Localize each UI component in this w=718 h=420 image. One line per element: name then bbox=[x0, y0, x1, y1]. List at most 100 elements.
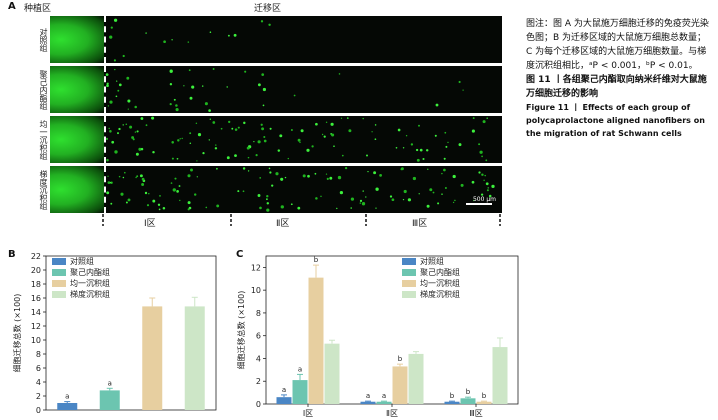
cell-dot bbox=[426, 204, 430, 208]
cell-dot bbox=[418, 193, 420, 195]
caption-title-en: Figure 11 丨 Effects of each group of pol… bbox=[526, 103, 705, 138]
cell-dot bbox=[209, 118, 211, 120]
cell-dot bbox=[176, 157, 179, 160]
cell-dot bbox=[117, 132, 119, 135]
cell-dot bbox=[359, 199, 363, 203]
cell-dot bbox=[106, 191, 110, 195]
legend-label: 梯度沉积组 bbox=[420, 289, 460, 299]
cell-dot bbox=[105, 137, 109, 140]
cell-dot bbox=[204, 102, 208, 106]
cell-dot bbox=[484, 174, 486, 177]
cell-dot bbox=[488, 194, 492, 198]
cell-dot bbox=[140, 117, 144, 120]
cell-dot bbox=[418, 124, 420, 127]
cell-dot bbox=[365, 196, 367, 198]
cell-dot bbox=[444, 187, 447, 189]
cell-dot bbox=[181, 137, 183, 140]
cell-dot bbox=[458, 80, 461, 84]
significance-label: b bbox=[314, 256, 319, 264]
cell-dot bbox=[226, 86, 228, 88]
cell-dot bbox=[129, 125, 133, 129]
cell-dot bbox=[201, 85, 204, 87]
cell-dot bbox=[109, 130, 112, 133]
cell-dot bbox=[483, 179, 485, 182]
y-tick-label: 22 bbox=[31, 252, 41, 261]
cell-dot bbox=[110, 202, 113, 205]
cell-dot bbox=[454, 199, 456, 202]
cell-dot bbox=[412, 176, 417, 181]
cell-dot bbox=[486, 189, 489, 192]
figure-caption: 图注：图 A 为大鼠施万细胞迁移的免疫荧光染色图；B 为迁移区域的大鼠施万细胞总… bbox=[526, 17, 712, 140]
caption-note: 图注：图 A 为大鼠施万细胞迁移的免疫荧光染色图；B 为迁移区域的大鼠施万细胞总… bbox=[526, 19, 709, 71]
cell-dot bbox=[350, 197, 355, 201]
cell-dot bbox=[108, 127, 110, 130]
cell-dot bbox=[242, 190, 245, 193]
cell-dot bbox=[141, 183, 145, 186]
cell-dot bbox=[395, 146, 398, 149]
cell-dot bbox=[162, 207, 166, 210]
cell-dot bbox=[479, 150, 483, 154]
cell-dot bbox=[118, 127, 121, 131]
cell-dot bbox=[432, 191, 435, 194]
cell-dot bbox=[134, 105, 137, 109]
cell-dot bbox=[216, 204, 220, 208]
bar bbox=[444, 401, 460, 404]
cell-dot bbox=[447, 141, 449, 144]
row-label-pcl: 聚己内酯组 bbox=[39, 69, 48, 110]
cell-dot bbox=[362, 190, 364, 192]
y-tick-label: 6 bbox=[256, 332, 261, 341]
cell-dot bbox=[135, 152, 139, 156]
y-tick-label: 12 bbox=[31, 322, 41, 331]
cell-dot bbox=[197, 133, 202, 137]
cell-dot bbox=[134, 131, 137, 133]
cell-dot bbox=[415, 148, 419, 152]
cell-dot bbox=[231, 127, 234, 130]
y-tick-label: 6 bbox=[36, 364, 41, 373]
cell-dot bbox=[410, 143, 414, 146]
cell-dot bbox=[481, 173, 484, 176]
region-brackets bbox=[102, 214, 501, 226]
cell-dot bbox=[293, 94, 296, 97]
chart-c: 0 2 4 6 8 10 12 细胞迁移总数 (×100) Ⅰ区 a a b Ⅱ区 a a b Ⅲ区 b b b 对照组… bbox=[236, 255, 519, 418]
y-tick-label: 8 bbox=[36, 350, 41, 359]
cell-dot bbox=[269, 127, 272, 130]
cell-dot bbox=[216, 167, 218, 170]
significance-label: a bbox=[65, 393, 69, 401]
cell-dot bbox=[389, 195, 393, 198]
x-tick-label: Ⅱ区 bbox=[386, 409, 398, 418]
row-label-gradient: 梯度沉积组 bbox=[39, 169, 48, 210]
row-label-control: 对照组 bbox=[39, 27, 48, 52]
figure-a: A 种植区 迁移区 对照组 聚己内酯组 均一沉积组 梯度沉积组 500 μm Ⅰ… bbox=[8, 0, 502, 240]
significance-label: a bbox=[366, 392, 370, 400]
x-tick-label: Ⅲ区 bbox=[469, 409, 483, 418]
fluorescence-strip-uniform bbox=[50, 116, 502, 163]
y-tick-label: 2 bbox=[36, 392, 41, 401]
cell-dot bbox=[391, 198, 395, 202]
cell-dot bbox=[416, 158, 420, 162]
row-label-uniform: 均一沉积组 bbox=[39, 119, 48, 160]
cell-dot bbox=[485, 159, 488, 162]
legend-label: 对照组 bbox=[420, 256, 444, 266]
panel-label-b: B bbox=[8, 249, 16, 260]
cell-dot bbox=[139, 174, 143, 178]
cell-dot bbox=[163, 40, 166, 44]
cell-dot bbox=[127, 99, 131, 103]
cell-dot bbox=[257, 194, 261, 197]
legend-swatch bbox=[52, 291, 66, 298]
cell-dot bbox=[323, 135, 326, 138]
cell-dot bbox=[127, 108, 129, 110]
cell-dot bbox=[110, 26, 113, 29]
cell-dot bbox=[297, 206, 301, 210]
cell-dot bbox=[260, 123, 263, 126]
significance-label: a bbox=[382, 392, 386, 400]
cell-dot bbox=[118, 83, 122, 87]
cell-dot bbox=[145, 32, 147, 34]
y-tick-label: 20 bbox=[31, 266, 41, 275]
cell-dot bbox=[452, 174, 456, 179]
cell-dot bbox=[482, 120, 486, 124]
cell-dot bbox=[109, 181, 112, 184]
cell-dot bbox=[263, 139, 267, 143]
cell-dot bbox=[311, 145, 314, 148]
cell-dot bbox=[339, 190, 344, 195]
cell-dot bbox=[261, 73, 265, 76]
